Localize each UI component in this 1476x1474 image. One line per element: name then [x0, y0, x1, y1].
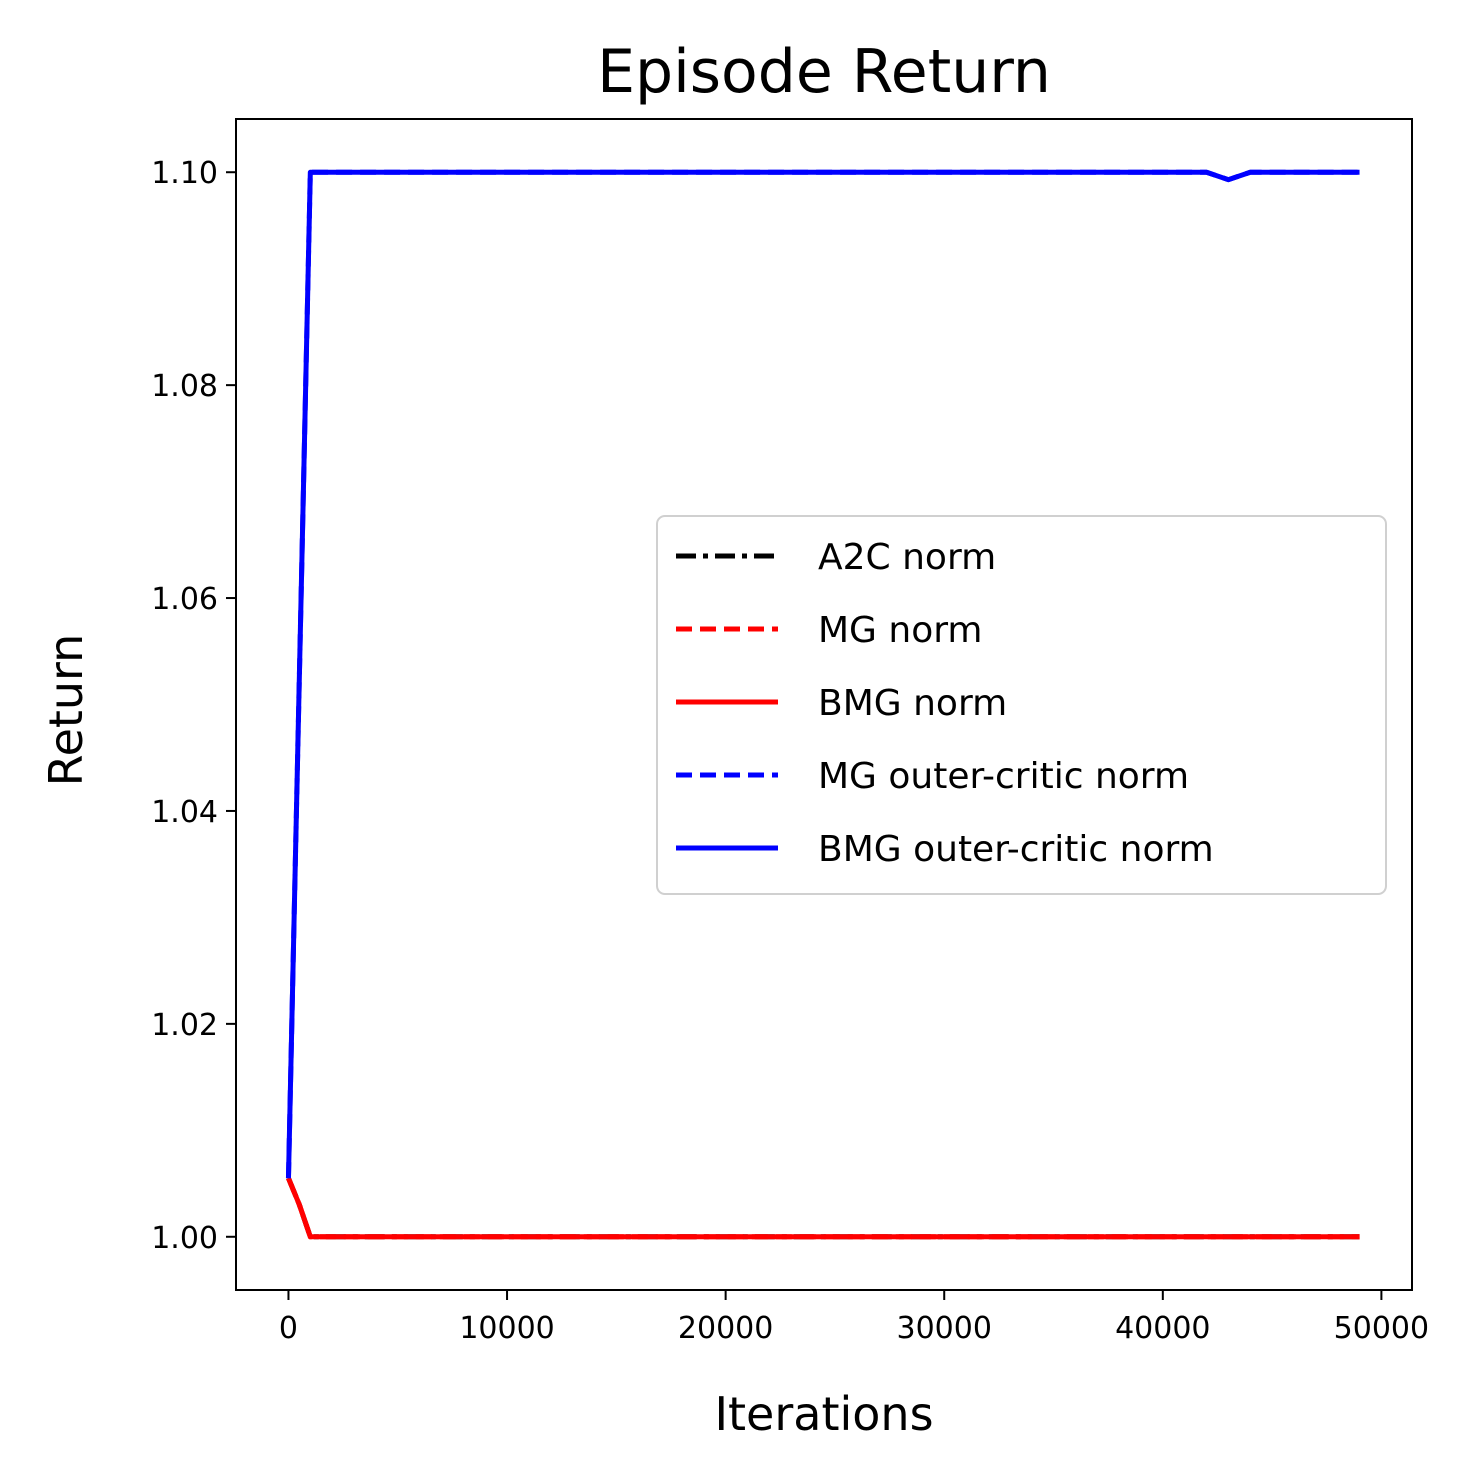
x-tick-label: 30000	[897, 1311, 992, 1346]
legend-label-bmg-norm: BMG norm	[818, 683, 1007, 724]
legend-label-mg-outer-critic-norm: MG outer-critic norm	[818, 756, 1189, 797]
series-line-bmg-norm	[286, 1177, 1360, 1240]
series-line-bmg-outer-critic-norm	[285, 169, 1360, 1179]
x-tick-label: 10000	[459, 1311, 554, 1346]
x-axis-label: Iterations	[714, 1387, 933, 1441]
x-tick-label: 0	[279, 1311, 298, 1346]
y-tick-label: 1.10	[151, 156, 218, 191]
x-tick-label: 20000	[678, 1311, 773, 1346]
y-tick-label: 1.02	[151, 1008, 218, 1043]
legend-label-bmg-outer-critic-norm: BMG outer-critic norm	[818, 829, 1214, 870]
legend-label-mg-norm: MG norm	[818, 610, 982, 651]
legend: A2C norm MG norm BMG norm MG outer-critic n…	[656, 515, 1387, 895]
y-tick-label: 1.04	[151, 795, 218, 830]
plot-area	[235, 118, 1413, 1291]
plot-frame	[235, 118, 1413, 1291]
y-axis-ticks: 1.00 1.02 1.04 1.06 1.08 1.10	[151, 156, 236, 1256]
x-tick-label: 40000	[1115, 1311, 1210, 1346]
legend-label-a2c-norm: A2C norm	[818, 537, 996, 578]
y-tick-label: 1.00	[151, 1221, 218, 1256]
y-axis-label: Return	[39, 634, 93, 787]
chart-title: Episode Return	[597, 37, 1051, 107]
legend-box	[656, 515, 1387, 895]
legend-items: A2C norm MG norm BMG norm MG outer-critic n…	[676, 537, 1214, 870]
y-tick-label: 1.06	[151, 582, 218, 617]
x-tick-label: 50000	[1334, 1311, 1429, 1346]
x-axis-ticks: 0 10000 20000 30000 40000 50000	[279, 1290, 1429, 1346]
series-layer	[285, 169, 1360, 1240]
y-tick-label: 1.08	[151, 369, 218, 404]
